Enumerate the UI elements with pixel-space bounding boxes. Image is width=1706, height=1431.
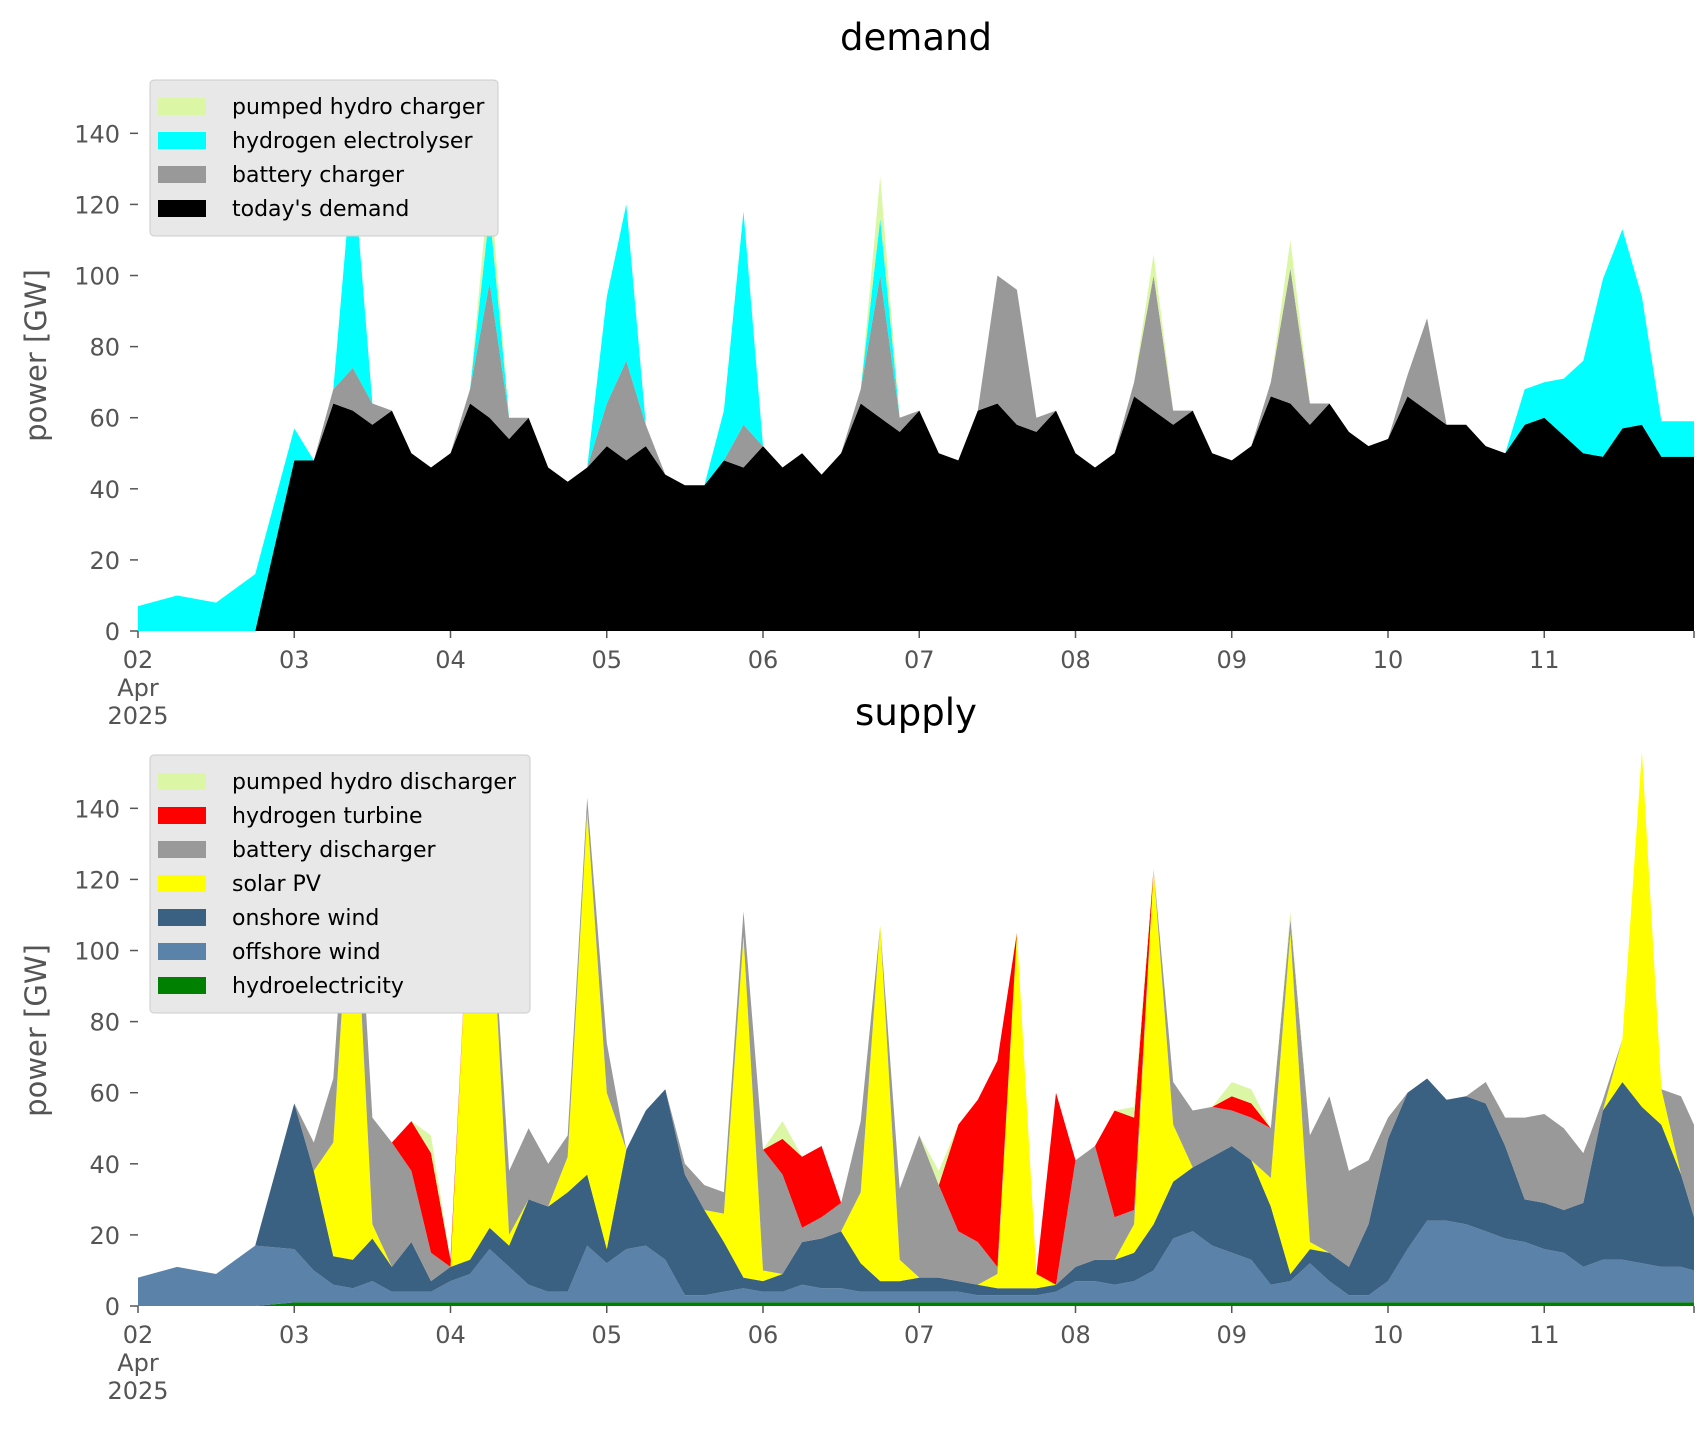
y-axis-label: power [GW] [19, 944, 53, 1117]
legend-swatch [158, 977, 206, 994]
y-tick-label: 80 [89, 1009, 120, 1037]
x-tick-year-label: 2025 [107, 702, 168, 730]
x-tick-label: 10 [1373, 646, 1404, 674]
chart-title: supply [855, 691, 977, 734]
legend-label: battery discharger [232, 838, 437, 863]
x-tick-month-label: Apr [117, 674, 159, 702]
legend-swatch [158, 132, 206, 149]
y-axis-label: power [GW] [19, 269, 53, 442]
x-tick-label: 02 [123, 646, 154, 674]
x-tick-month-label: Apr [117, 1349, 159, 1377]
x-tick-label: 05 [591, 1321, 622, 1349]
area-series-group [138, 751, 1694, 1306]
y-tick-label: 40 [89, 1151, 120, 1179]
legend-box [149, 754, 531, 1014]
legend: pumped hydro charger hydrogen electrolyse… [149, 79, 499, 237]
y-tick-label: 0 [105, 618, 120, 646]
x-tick-label: 09 [1216, 1321, 1247, 1349]
legend-swatch [158, 166, 206, 183]
area-series-group [138, 161, 1694, 632]
x-tick-label: 07 [904, 646, 935, 674]
legend-label: hydroelectricity [232, 974, 404, 999]
x-tick-label: 04 [435, 646, 466, 674]
x-tick-label: 02 [123, 1321, 154, 1349]
legend-label: battery charger [232, 163, 405, 188]
y-tick-label: 60 [89, 405, 120, 433]
x-tick-label: 08 [1060, 1321, 1091, 1349]
y-tick-label: 120 [74, 866, 120, 894]
legend: pumped hydro discharger hydrogen turbine b… [149, 754, 531, 1014]
y-tick-label: 40 [89, 476, 120, 504]
legend-swatch [158, 200, 206, 217]
x-tick-label: 11 [1529, 646, 1560, 674]
legend-label: today's demand [232, 197, 409, 222]
legend-swatch [158, 807, 206, 824]
area-series-onshore-wind [138, 1078, 1694, 1296]
x-tick-label: 10 [1373, 1321, 1404, 1349]
y-tick-label: 100 [74, 938, 120, 966]
y-tick-label: 20 [89, 1222, 120, 1250]
y-tick-label: 80 [89, 334, 120, 362]
chart-panel-demand: demand power [GW] 0 20 40 60 80 100 120 140 02Apr2… [19, 16, 1695, 730]
legend-swatch [158, 841, 206, 858]
x-tick-label: 07 [904, 1321, 935, 1349]
legend-label: hydrogen electrolyser [232, 129, 473, 154]
legend-swatch [158, 943, 206, 960]
chart-title: demand [840, 16, 992, 59]
y-tick-label: 20 [89, 547, 120, 575]
area-series-hydroelectricity [138, 1302, 1694, 1306]
y-tick-label: 0 [105, 1293, 120, 1321]
legend-swatch [158, 875, 206, 892]
area-series-offshore-wind [138, 1220, 1694, 1306]
y-tick-label: 140 [74, 120, 120, 148]
y-tick-label: 60 [89, 1080, 120, 1108]
legend-label: hydrogen turbine [232, 804, 423, 829]
legend-label: pumped hydro discharger [232, 770, 517, 795]
y-tick-label: 120 [74, 191, 120, 219]
legend-label: solar PV [232, 872, 321, 897]
legend-swatch [158, 98, 206, 115]
legend-label: offshore wind [232, 940, 381, 965]
x-tick-label: 03 [279, 1321, 310, 1349]
x-tick-label: 06 [748, 1321, 779, 1349]
x-tick-year-label: 2025 [107, 1377, 168, 1405]
x-tick-label: 09 [1216, 646, 1247, 674]
x-tick-label: 05 [591, 646, 622, 674]
legend-label: pumped hydro charger [232, 95, 485, 120]
legend-swatch [158, 909, 206, 926]
y-tick-label: 100 [74, 263, 120, 291]
x-tick-label: 06 [748, 646, 779, 674]
x-tick-label: 11 [1529, 1321, 1560, 1349]
legend-swatch [158, 773, 206, 790]
legend-label: onshore wind [232, 906, 379, 931]
area-series-today-s-demand [138, 396, 1694, 631]
area-series-battery-discharger [138, 751, 1694, 1285]
x-tick-label: 03 [279, 646, 310, 674]
legend-box [149, 79, 499, 237]
x-tick-label: 08 [1060, 646, 1091, 674]
y-tick-label: 140 [74, 795, 120, 823]
x-tick-label: 04 [435, 1321, 466, 1349]
